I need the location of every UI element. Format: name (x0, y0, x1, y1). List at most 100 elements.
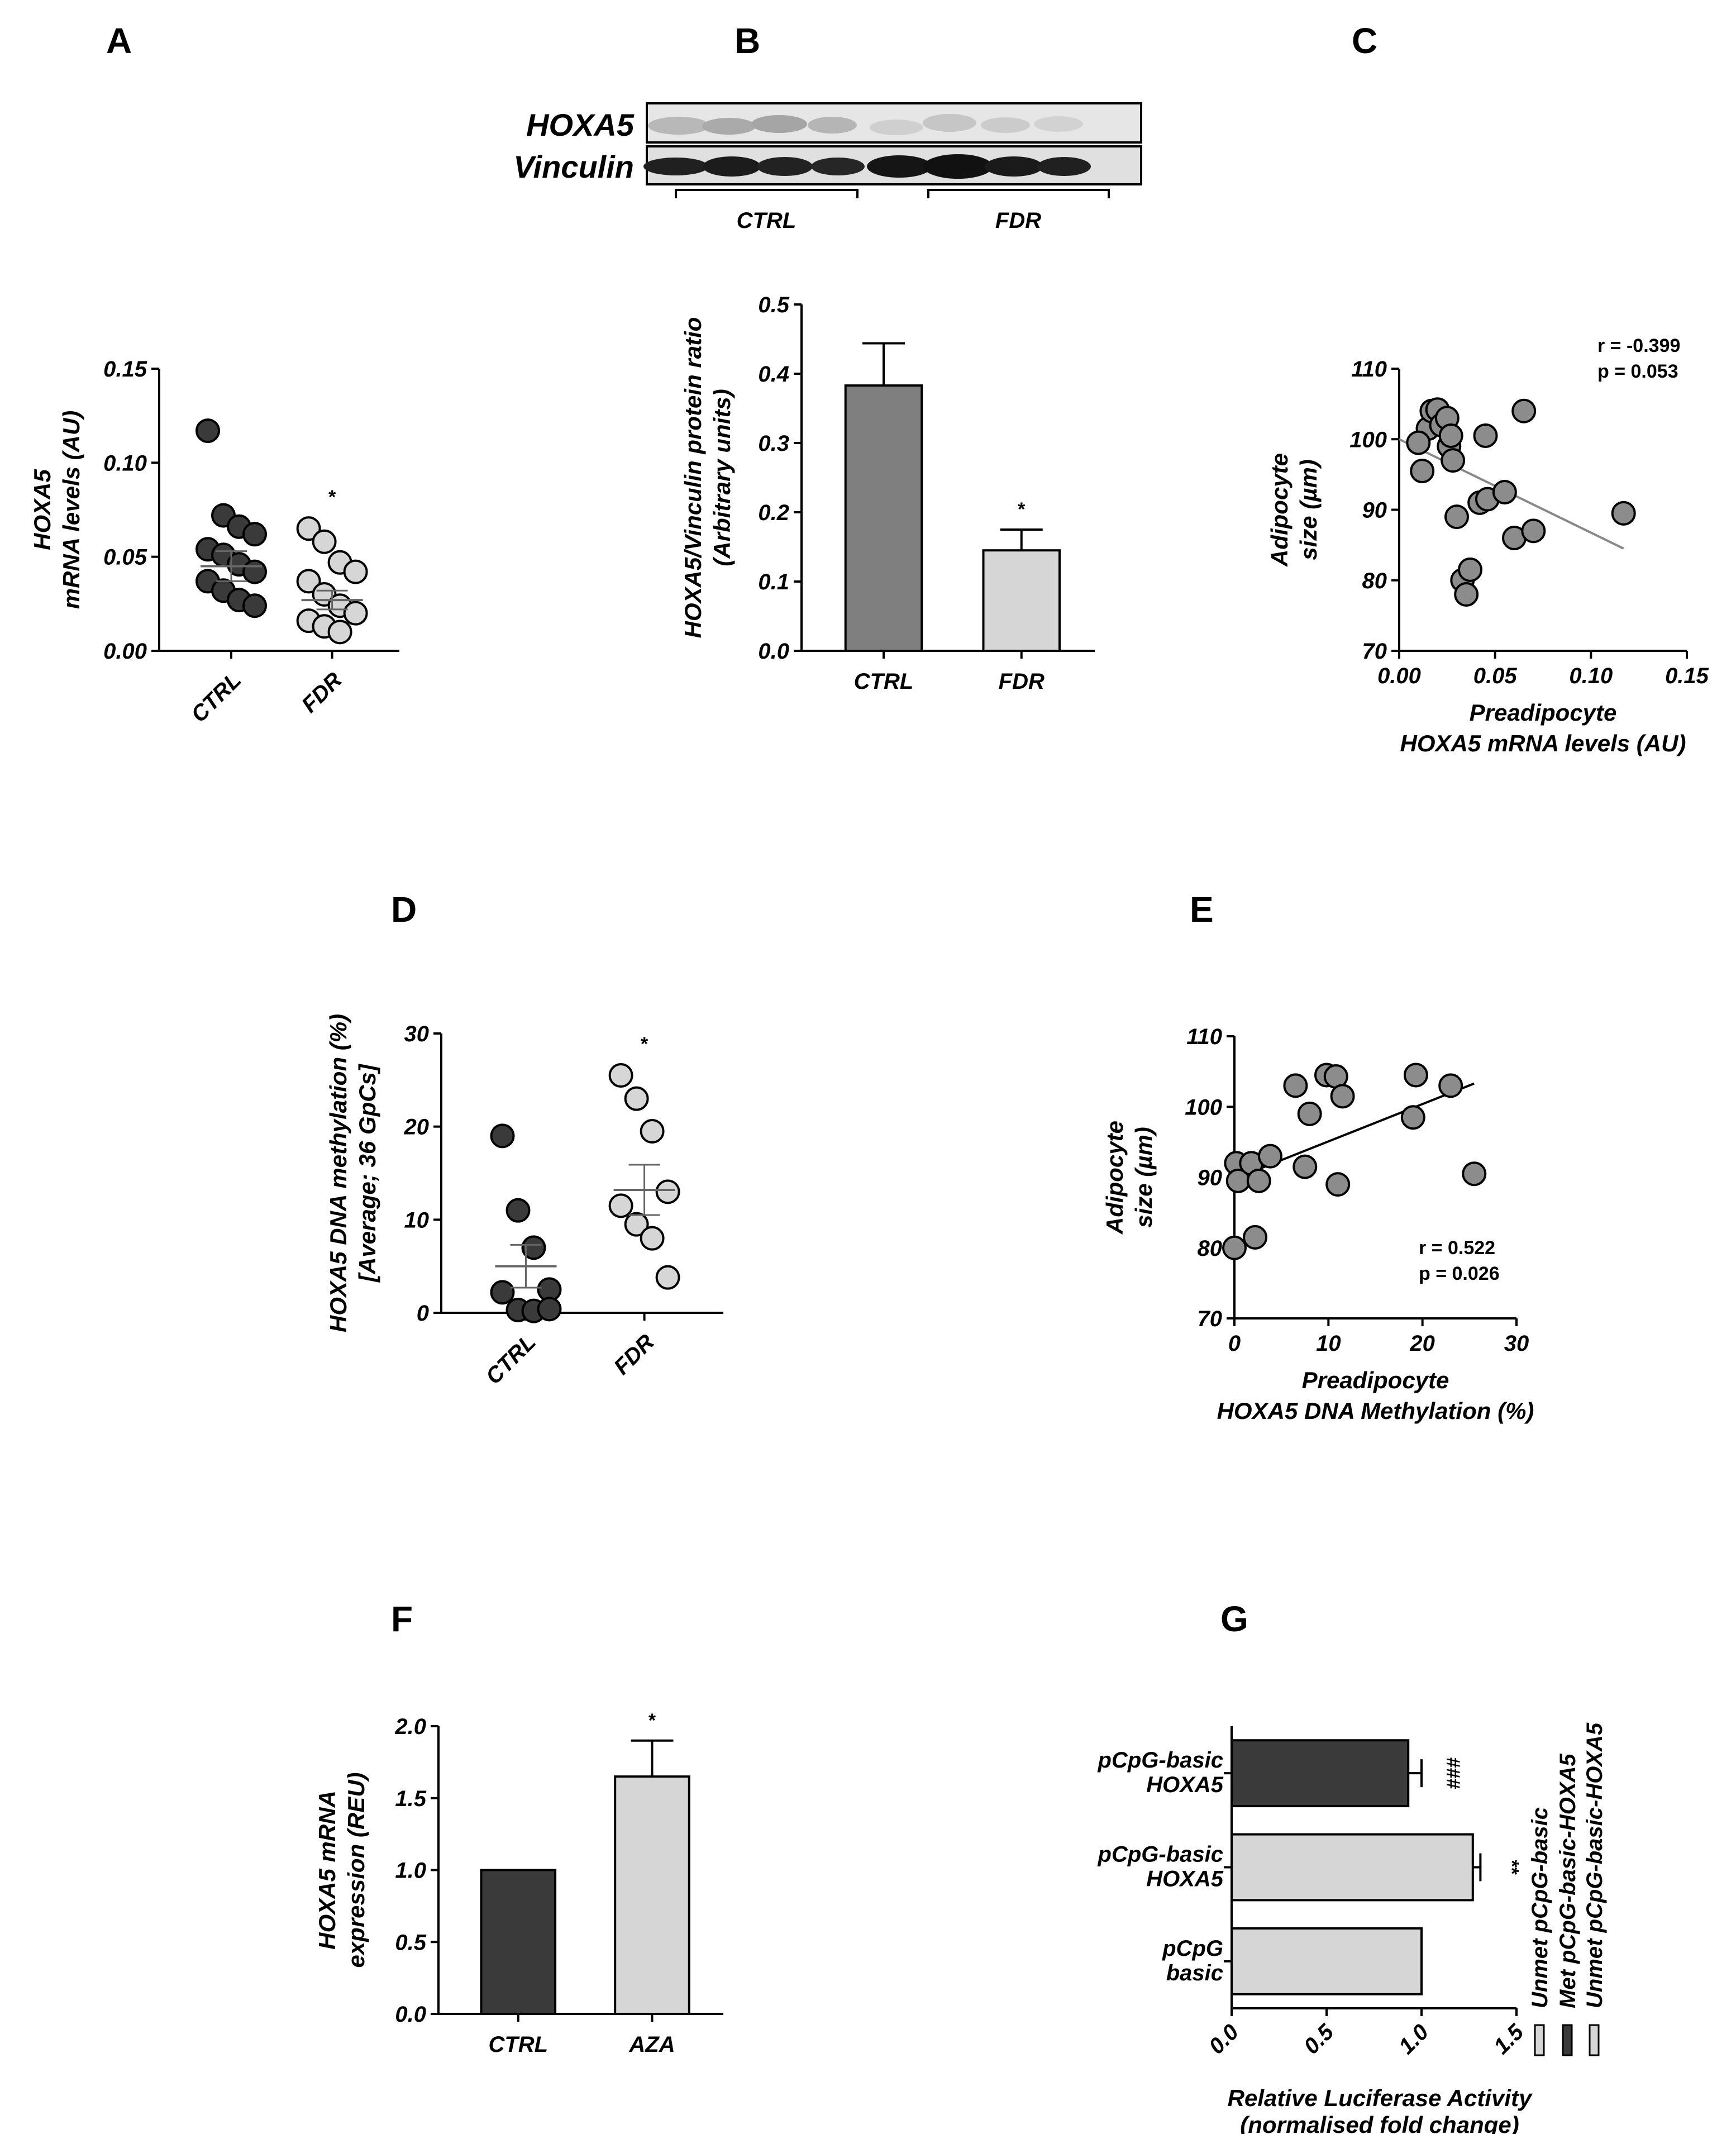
G-y-label-2-line-0: pCpG (1162, 1936, 1223, 1961)
G-y-label-0-line-0: pCpG-basic (1098, 1748, 1223, 1773)
B-bar-fdr (982, 549, 1061, 652)
D-point-fdr-1 (624, 1086, 649, 1111)
A-x-label-0: CTRL (187, 668, 246, 727)
C-y-tick-label-1: 80 (1362, 569, 1387, 593)
D-point-fdr-7 (655, 1265, 680, 1290)
E-y-tick-label-4: 110 (1186, 1025, 1222, 1049)
A-point-ctrl-11 (242, 593, 267, 618)
C-stat-1: p = 0.053 (1597, 361, 1678, 382)
F-significance-1: * (648, 1710, 656, 1731)
C-point-9 (1410, 459, 1435, 484)
D-y-label-line-1: [Average; 36 GpCs] (354, 1063, 380, 1283)
C-y-label-line-1: size (µm) (1295, 459, 1322, 560)
C-x-tick-label-1: 0.05 (1473, 664, 1518, 688)
G-significance-1: ** (1501, 1860, 1522, 1875)
A-y-label-line-1: mRNA levels (AU) (58, 411, 84, 609)
F-y-tick-label-2: 1.0 (395, 1859, 426, 1883)
G-x-label-line-1: (normalised fold change) (1240, 2112, 1519, 2134)
B-significance-1: * (1018, 499, 1026, 520)
F-y-tick-label-3: 1.5 (395, 1787, 426, 1811)
E-point-6 (1257, 1144, 1282, 1169)
E-point-12 (1325, 1172, 1351, 1197)
E-point-16 (1438, 1073, 1463, 1098)
F-bar-aza (614, 1775, 690, 2015)
panel-letter-d: D (391, 889, 417, 930)
panel-g: 0.0 0.5 1.0 1.5###pCpG-basic HOXA5**pCpG-bas… (1098, 1722, 1607, 2134)
G-y-label-2-line-1: basic (1166, 1961, 1223, 1985)
D-y-label: HOXA5 DNA methylation (%) [Average; 36 Gp… (325, 1014, 380, 1332)
D-y-tick-label-2: 20 (404, 1115, 430, 1140)
C-x-tick-label-0: 0.00 (1377, 664, 1421, 688)
D-x-label-1: FDR (609, 1330, 659, 1379)
C-point-21 (1611, 501, 1636, 526)
G-legend-swatch-1 (1562, 2024, 1573, 2056)
C-point-7 (1441, 448, 1466, 473)
C-point-17 (1492, 479, 1517, 504)
panel-letter-b: B (735, 21, 760, 61)
G-legend-label-2: Unmet pCpG-basic-HOXA5 (1582, 1722, 1607, 2008)
A-y-tick-label-0: 0.00 (103, 639, 147, 664)
E-point-5 (1246, 1168, 1271, 1193)
panel-c: 70 80 90 100 110 0.00 0.05 0.10 0.15 r = -0.399 p … (1349, 335, 1709, 756)
D-significance-1: * (641, 1033, 648, 1055)
panel-letter-g: G (1220, 1599, 1248, 1639)
F-x-label-1: AZA (628, 2032, 675, 2057)
blot-bands (643, 114, 1091, 179)
C-y-label: Adipocyte size (µm) (1266, 453, 1322, 567)
B-y-tick-label-1: 0.1 (758, 570, 789, 594)
blot-bracket-ctrl (675, 189, 859, 198)
A-y-tick-label-3: 0.15 (103, 357, 147, 382)
C-x-tick-label-2: 0.10 (1569, 664, 1613, 688)
A-point-fdr-10 (327, 620, 352, 645)
A-point-fdr-3 (343, 559, 368, 584)
A-point-ctrl-0 (195, 418, 220, 444)
E-point-9 (1297, 1101, 1322, 1126)
A-y-label: HOXA5 mRNA levels (AU) (29, 411, 84, 609)
F-bar-ctrl (480, 1869, 557, 2015)
D-y-tick-label-0: 0 (417, 1301, 429, 1326)
E-x-tick-label-0: 0 (1228, 1331, 1241, 1356)
E-y-label-line-0: Adipocyte (1101, 1121, 1128, 1235)
panel-e: 70 80 90 100 110 0 10 20 30 r = 0.522 p = 0.026 Pre… (1185, 1025, 1534, 1424)
E-y-label: Adipocyte size (µm) (1101, 1121, 1157, 1235)
E-y-tick-label-2: 90 (1198, 1166, 1223, 1190)
E-x-tick-label-1: 10 (1316, 1331, 1341, 1356)
E-y-label-line-1: size (µm) (1131, 1127, 1157, 1228)
B-y-label-line-0: HOXA5/Vinculin protein ratio (680, 317, 706, 639)
A-point-fdr-7 (343, 601, 368, 626)
C-point-12 (1454, 582, 1479, 607)
G-y-label-1-line-1: HOXA5 (1146, 1867, 1224, 1892)
A-y-tick-label-2: 0.10 (103, 451, 147, 475)
C-x-tick-label-3: 0.15 (1665, 664, 1709, 688)
panel-letter-f: F (391, 1599, 413, 1639)
D-point-ctrl-7 (537, 1297, 562, 1322)
F-y-label: HOXA5 mRNA expression (REU) (314, 1772, 369, 1968)
G-y-label-2: pCpG basic (1162, 1936, 1223, 1985)
blot-group-label-fdr: FDR (995, 208, 1041, 233)
E-point-0 (1222, 1235, 1247, 1260)
B-y-tick-label-2: 0.2 (758, 501, 789, 525)
E-y-tick-label-0: 70 (1198, 1307, 1223, 1331)
E-stat-0: r = 0.522 (1419, 1237, 1495, 1259)
C-point-13 (1458, 557, 1483, 582)
F-y-label-line-0: HOXA5 mRNA (314, 1790, 340, 1950)
panel-d: 0 10 20 30 * CTRL FDR (404, 1022, 723, 1389)
D-point-ctrl-0 (490, 1123, 515, 1149)
E-x-label-line-0: Preadipocyte (1302, 1367, 1449, 1393)
D-point-fdr-4 (608, 1193, 633, 1218)
C-point-19 (1511, 398, 1537, 423)
D-point-fdr-2 (640, 1119, 665, 1144)
C-point-6 (1438, 423, 1463, 448)
G-y-label-1-line-0: pCpG-basic (1098, 1842, 1223, 1867)
E-x-tick-label-3: 30 (1504, 1331, 1529, 1356)
D-point-ctrl-2 (521, 1235, 546, 1260)
blot-row-label-hoxa5: HOXA5 (526, 107, 635, 142)
G-y-label-0: pCpG-basic HOXA5 (1098, 1748, 1224, 1797)
F-x-label-0: CTRL (488, 2032, 548, 2057)
C-x-label-line-1: HOXA5 mRNA levels (AU) (1400, 730, 1686, 756)
G-x-tick-label-3: 1.5 (1489, 2019, 1529, 2059)
E-point-13 (1330, 1084, 1355, 1109)
C-stat-0: r = -0.399 (1597, 335, 1680, 356)
G-bar-0 (1231, 1739, 1410, 1808)
B-y-tick-label-4: 0.4 (758, 362, 789, 387)
